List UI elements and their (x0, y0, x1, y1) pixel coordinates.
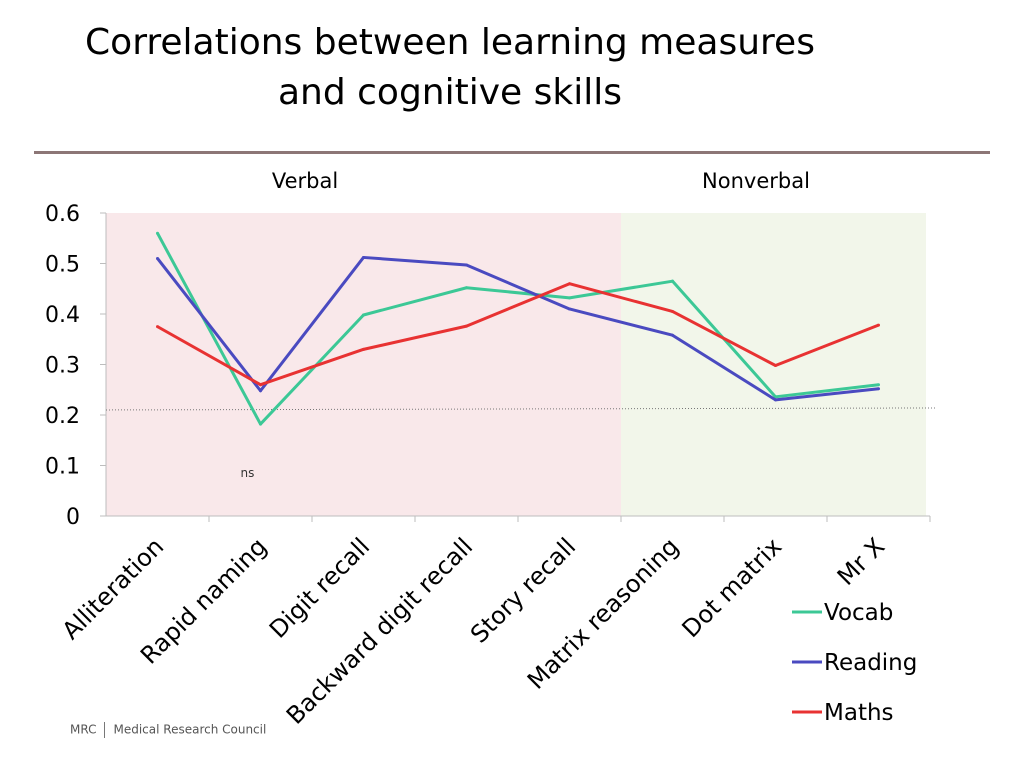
x-tick-label: Backward digit recall (281, 532, 478, 729)
data-point-maths (156, 325, 159, 329)
data-point-reading (362, 255, 365, 259)
series-line-vocab (156, 232, 879, 426)
y-tick-label: 0.5 (45, 253, 80, 278)
data-point-vocab (465, 286, 468, 290)
y-tick-label: 0.3 (45, 354, 80, 379)
data-point-vocab (259, 422, 262, 426)
legend-label-maths: Maths (824, 700, 894, 726)
data-point-maths (465, 324, 468, 328)
logo-abbr: MRC (70, 722, 97, 737)
title-line-2: and cognitive skills (277, 72, 623, 113)
title-divider (34, 151, 990, 154)
x-tick-label: Story recall (465, 532, 581, 648)
data-point-vocab (568, 296, 571, 300)
logo-separator (104, 722, 106, 738)
x-tick-label: Mr X (832, 532, 890, 590)
y-tick-label: 0.4 (45, 303, 80, 328)
ns-annotation: ns (241, 466, 255, 480)
data-point-maths (774, 364, 777, 368)
y-tick-label: 0 (66, 505, 80, 530)
title-line-1: Correlations between learning measures (85, 22, 815, 63)
data-point-reading (465, 263, 468, 267)
data-point-vocab (156, 231, 159, 235)
data-point-reading (877, 387, 880, 391)
data-point-maths (362, 347, 365, 351)
data-point-maths (877, 323, 880, 327)
legend-label-reading: Reading (824, 650, 917, 676)
x-tick-label: Alliteration (57, 532, 170, 645)
y-tick-label: 0.6 (45, 202, 80, 227)
data-point-reading (259, 389, 262, 393)
group-label-nonverbal: Nonverbal (702, 169, 810, 193)
data-point-reading (156, 256, 159, 260)
data-point-vocab (671, 279, 674, 283)
x-tick-label: Digit recall (264, 532, 375, 643)
data-point-vocab (774, 395, 777, 399)
data-point-vocab (362, 313, 365, 317)
y-tick-label: 0.1 (45, 455, 80, 480)
group-band-verbal (106, 213, 621, 516)
legend-label-vocab: Vocab (824, 600, 893, 626)
chart-title: Correlations between learning measures a… (0, 18, 900, 118)
data-point-maths (259, 383, 262, 387)
data-point-reading (774, 398, 777, 402)
x-tick-label: Dot matrix (677, 532, 788, 643)
data-point-maths (671, 309, 674, 313)
significance-line (105, 407, 936, 411)
data-point-reading (671, 333, 674, 337)
series-line-maths (156, 282, 880, 387)
logo-name: Medical Research Council (113, 722, 267, 737)
data-point-reading (568, 307, 571, 311)
group-label-verbal: Verbal (272, 169, 338, 193)
mrc-logo: MRC Medical Research Council (70, 722, 266, 738)
data-point-maths (568, 282, 571, 286)
y-tick-label: 0.2 (45, 404, 80, 429)
series-line-reading (156, 255, 879, 402)
data-point-vocab (877, 383, 880, 387)
